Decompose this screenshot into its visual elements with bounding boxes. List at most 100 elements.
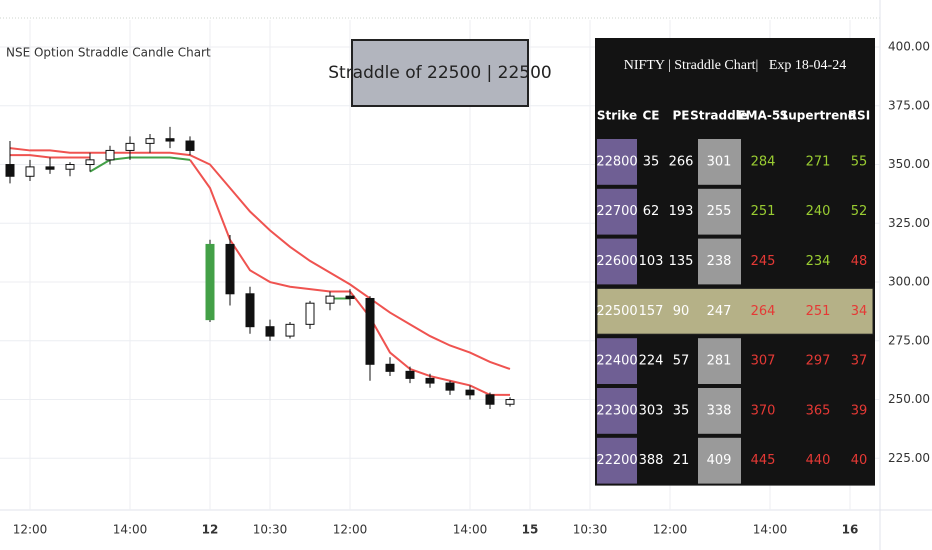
column-header: RSI [848, 109, 870, 123]
column-header: PE [673, 109, 690, 123]
table-cell: 22600 [596, 254, 637, 269]
indicator-line [89, 156, 350, 300]
straddle-cell [698, 338, 741, 384]
candle-body [45, 166, 55, 170]
candle-body [65, 164, 75, 170]
candle-body [365, 297, 375, 365]
y-tick-label: 350.00 [888, 157, 930, 171]
table-cell: 264 [751, 304, 776, 319]
y-tick-label: 400.00 [888, 40, 930, 54]
candle-body [105, 149, 115, 161]
candle-body [205, 243, 215, 321]
table-cell: 284 [751, 154, 776, 169]
table-cell: 193 [669, 204, 694, 219]
candle-body [245, 293, 255, 328]
strike-cell [597, 139, 637, 185]
x-tick-label: 16 [842, 523, 859, 537]
y-tick-label: 250.00 [888, 392, 930, 406]
column-header: Strike [597, 109, 637, 123]
column-header: Straddle [690, 109, 748, 123]
table-cell: 22800 [596, 154, 637, 169]
candle-body [85, 159, 95, 166]
plot [0, 20, 880, 510]
table-cell: 240 [806, 204, 831, 219]
table-cell: 303 [639, 403, 664, 418]
candle-body [385, 363, 395, 372]
straddle-cell [698, 238, 741, 285]
candle-body [305, 302, 315, 325]
x-tick-label: 12:00 [653, 523, 688, 537]
table-cell: 234 [806, 254, 831, 269]
table-cell: 388 [639, 453, 664, 468]
candle-body [485, 394, 495, 405]
table-cell: 22200 [596, 453, 637, 468]
table-cell: 37 [851, 354, 868, 369]
x-tick-label: 12 [202, 523, 219, 537]
table-cell: 251 [806, 304, 831, 319]
y-tick-label: 325.00 [888, 216, 930, 230]
table-cell: 445 [751, 453, 776, 468]
x-tick-label: 14:00 [453, 523, 488, 537]
table-cell: 266 [669, 154, 694, 169]
table-cell: 157 [639, 304, 664, 319]
indicator-line [10, 154, 510, 396]
table-cell: 440 [806, 453, 831, 468]
x-tick-label: 14:00 [753, 523, 788, 537]
table-cell: 55 [851, 154, 868, 169]
table-cell: 22500 [596, 304, 637, 319]
table-cell: 103 [639, 254, 664, 269]
table-cell: 409 [707, 453, 732, 468]
y-tick-label: 275.00 [888, 333, 930, 347]
candle-body [405, 370, 415, 379]
straddle-cell [698, 437, 741, 484]
table-cell: 34 [851, 304, 868, 319]
table-cell: 238 [707, 254, 732, 269]
table-cell: 22700 [596, 204, 637, 219]
highlight-row [596, 287, 874, 335]
column-header: Supertrend [780, 109, 857, 123]
y-tick-label: 375.00 [888, 98, 930, 112]
strike-cell [597, 338, 637, 384]
table-cell: 365 [806, 403, 831, 418]
y-tick-label: 300.00 [888, 275, 930, 289]
candle-body [185, 140, 195, 151]
straddle-box-text: Straddle of 22500 | 22500 [328, 63, 552, 83]
table-cell: 39 [851, 403, 868, 418]
candle-body [5, 164, 15, 177]
table-cell: 52 [851, 204, 868, 219]
table-cell: 297 [806, 354, 831, 369]
candle-body [345, 295, 355, 299]
candle-body [265, 326, 275, 337]
indicator-line [9, 147, 511, 370]
x-tick-label: 12:00 [13, 523, 48, 537]
strike-cell [597, 188, 637, 235]
strike-cell [597, 437, 637, 484]
straddle-cell [698, 139, 741, 185]
x-tick-label: 10:30 [573, 523, 608, 537]
table-cell: 370 [751, 403, 776, 418]
candle-body [125, 142, 135, 151]
table-cell: 57 [673, 354, 690, 369]
table-cell: 62 [643, 204, 660, 219]
x-tick-label: 12:00 [333, 523, 368, 537]
candle-body [465, 389, 475, 396]
table-cell: 40 [851, 453, 868, 468]
table-cell: 22300 [596, 403, 637, 418]
candle-body [425, 377, 435, 384]
straddle-cell [698, 188, 741, 235]
candle-body [165, 138, 175, 142]
table-cell: 22400 [596, 354, 637, 369]
strike-cell [597, 238, 637, 285]
table-cell: 35 [643, 154, 660, 169]
table-cell: 281 [707, 354, 732, 369]
table-cell: 255 [707, 204, 732, 219]
strike-cell [597, 388, 637, 434]
table-cell: 35 [673, 403, 690, 418]
table-cell: 245 [751, 254, 776, 269]
table-cell: 48 [851, 254, 868, 269]
x-tick-label: 15 [522, 523, 539, 537]
straddle-table: NIFTY | Straddle Chart| Exp 18-04-24 Stri… [595, 38, 875, 486]
table-cell: 247 [707, 304, 732, 319]
straddle-box [351, 39, 529, 107]
